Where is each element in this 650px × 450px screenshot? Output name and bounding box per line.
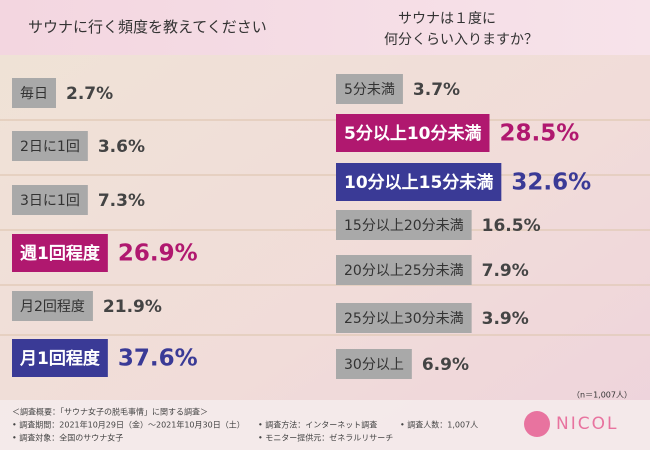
bar xyxy=(12,234,108,272)
footer-text: • 調査方法：インターネット調査 xyxy=(258,420,377,430)
sample-note: （n＝1,007人） xyxy=(572,391,632,400)
bar-label: 月2回程度 xyxy=(20,299,85,315)
value-label: 7.3% xyxy=(98,191,145,211)
bar-label: 月1回程度 xyxy=(19,348,101,369)
bar xyxy=(336,349,412,379)
bar xyxy=(12,291,93,321)
value-label: 28.5% xyxy=(500,121,580,147)
value-label: 7.9% xyxy=(482,261,529,281)
bar xyxy=(336,74,403,104)
right-title: サウナは１度に xyxy=(398,11,496,27)
header-band xyxy=(0,0,650,55)
bar-label: 3日に1回 xyxy=(20,193,80,209)
bar-label: 30分以上 xyxy=(344,357,404,373)
bar xyxy=(12,185,88,215)
bar xyxy=(336,114,490,152)
bar xyxy=(336,303,472,333)
bar-label: 週1回程度 xyxy=(20,243,101,264)
bar-label: 毎日 xyxy=(20,86,48,102)
bar-label: 20分以上25分未満 xyxy=(344,263,464,279)
footer-text: • モニター提供元：ゼネラルリサーチ xyxy=(258,433,393,443)
bar xyxy=(336,163,502,201)
footer-text: • 調査期間：2021年10月29日（金）〜2021年10月30日（土） xyxy=(12,420,245,430)
value-label: 3.7% xyxy=(413,80,460,100)
logo-icon xyxy=(524,411,550,437)
bar xyxy=(12,78,56,108)
value-label: 32.6% xyxy=(511,170,591,196)
bar xyxy=(336,210,472,240)
value-label: 3.6% xyxy=(98,137,145,157)
right-title: 何分くらい入りますか？ xyxy=(384,32,538,48)
footer: ＜調査概要：「サウナ女子の脱毛事情」に関する調査＞ • 調査期間：2021年10… xyxy=(12,407,478,443)
value-label: 3.9% xyxy=(482,309,529,329)
value-label: 6.9% xyxy=(422,355,469,375)
bar-label: 5分未満 xyxy=(344,82,395,98)
logo: NICOL xyxy=(556,414,618,434)
bar-label: 10分以上15分未満 xyxy=(344,172,493,193)
left-title: サウナに行く頻度を教えてください xyxy=(28,18,267,36)
bar-label: 25分以上30分未満 xyxy=(344,311,464,327)
bar-label: 5分以上10分未満 xyxy=(344,123,482,144)
footer-text: • 調査人数：1,007人 xyxy=(400,420,478,430)
bar-label: 2日に1回 xyxy=(20,139,80,155)
value-label: 37.6% xyxy=(118,346,198,372)
footer-text: • 調査対象：全国のサウナ女子 xyxy=(12,433,123,443)
value-label: 21.9% xyxy=(103,297,162,317)
value-label: 26.9% xyxy=(118,241,198,267)
value-label: 2.7% xyxy=(66,84,113,104)
bar-label: 15分以上20分未満 xyxy=(344,218,464,234)
value-label: 16.5% xyxy=(482,216,541,236)
bar xyxy=(336,255,472,285)
footer-text: ＜調査概要：「サウナ女子の脱毛事情」に関する調査＞ xyxy=(12,407,208,417)
bar xyxy=(12,339,108,377)
bar xyxy=(12,131,88,161)
wood-planks xyxy=(0,119,650,336)
